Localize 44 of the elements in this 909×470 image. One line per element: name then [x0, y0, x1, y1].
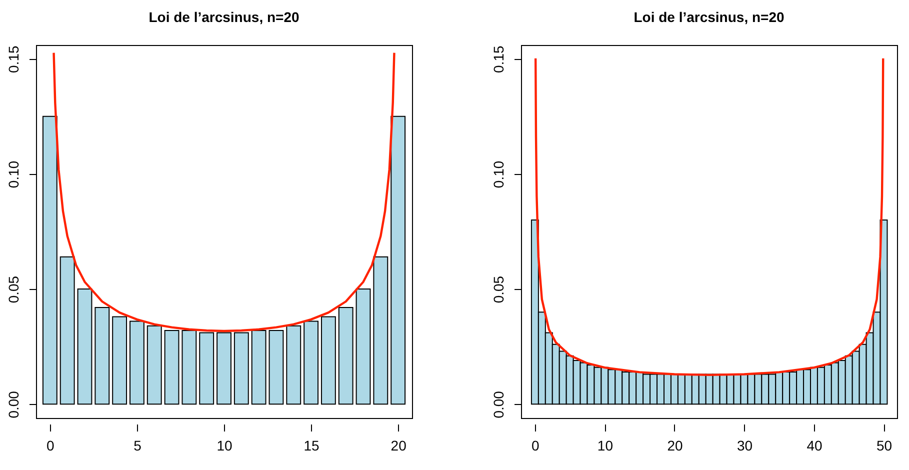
bar: [216, 332, 232, 405]
x-tick-label: 30: [736, 438, 753, 454]
bar: [251, 330, 266, 405]
bar: [390, 116, 406, 405]
x-tick-label: 10: [216, 438, 232, 454]
bar: [146, 325, 162, 405]
bar: [338, 306, 354, 405]
bar: [164, 330, 180, 405]
bar: [130, 320, 144, 405]
y-tick-label: 0.15: [6, 45, 22, 73]
y-tick-label: 0.15: [490, 45, 506, 73]
chart-title: Loi de l’arcsinus, n=20: [148, 9, 300, 25]
chart-title: Loi de l’arcsinus, n=20: [634, 9, 784, 25]
line-series: [52, 52, 396, 332]
bar: [234, 332, 249, 405]
bar: [77, 288, 92, 405]
x-tick-label: 0: [532, 438, 540, 454]
y-tick-label: 0.00: [6, 390, 22, 418]
y-tick-label: 0.05: [6, 276, 22, 304]
bar: [182, 330, 197, 405]
bar: [199, 332, 214, 405]
bar: [112, 316, 128, 405]
x-tick-label: 10: [597, 438, 614, 454]
y-tick-label: 0.05: [490, 276, 506, 304]
bar: [60, 256, 75, 405]
bar: [373, 256, 388, 405]
bar: [94, 306, 110, 405]
x-tick-label: 15: [304, 438, 320, 454]
y-tick-label: 0.10: [6, 160, 22, 188]
line-series: [534, 57, 884, 376]
x-tick-label: 20: [667, 438, 683, 454]
x-tick-label: 5: [134, 438, 142, 454]
x-tick-label: 20: [390, 438, 407, 454]
x-tick-label: 50: [876, 438, 892, 454]
bar: [320, 316, 336, 405]
bar: [268, 330, 284, 405]
bar: [286, 325, 302, 405]
bar: [356, 288, 371, 405]
x-tick-label: 0: [46, 438, 55, 454]
y-tick-label: 0.00: [490, 390, 506, 418]
x-tick-label: 40: [806, 438, 822, 454]
y-tick-label: 0.10: [490, 160, 506, 188]
bar: [42, 116, 58, 405]
bar: [304, 320, 318, 405]
